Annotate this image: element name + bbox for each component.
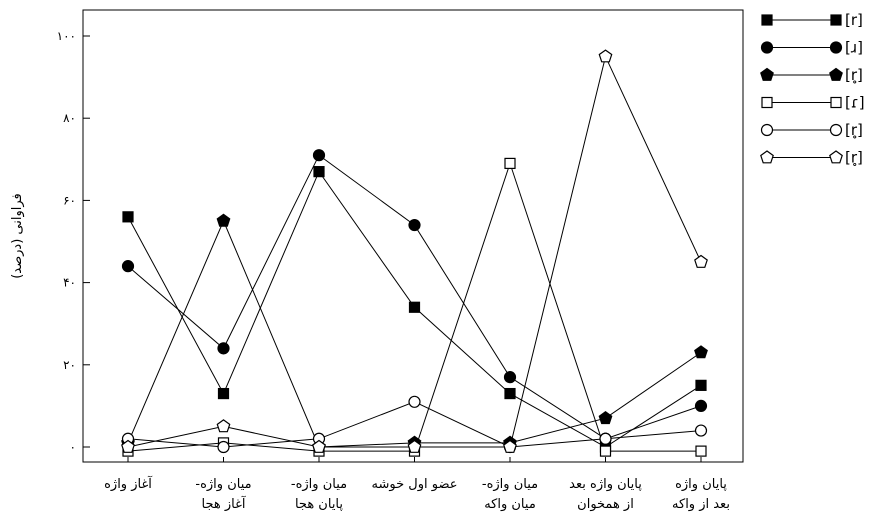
data-point — [694, 345, 708, 359]
data-point — [695, 379, 707, 391]
legend-marker — [761, 96, 773, 109]
legend-entry: [r̥] — [760, 149, 863, 167]
y-tick-label: ۲۰ — [63, 358, 76, 372]
x-category-label: آغاز هجا — [202, 495, 247, 512]
data-point — [217, 342, 230, 355]
y-tick-label: ۰ — [70, 440, 76, 454]
x-category-label: پایان هجا — [295, 497, 343, 512]
data-point — [408, 301, 421, 313]
legend-marker — [830, 14, 842, 26]
y-tick-label: ۸۰ — [63, 111, 76, 125]
legend-entry: [r̥] — [760, 121, 863, 139]
data-point — [407, 439, 422, 453]
series-6 — [121, 49, 708, 453]
x-category-label: میان واکه — [484, 497, 536, 512]
data-point — [408, 395, 421, 408]
legend-marker — [760, 67, 774, 81]
legend-entry: [ɾ] — [761, 94, 865, 112]
x-category-label: میان واژه- — [291, 477, 347, 492]
y-axis: ۰ ۲۰ ۴۰ ۶۰ ۸۰ ۱۰۰ — [57, 29, 90, 454]
data-point — [216, 419, 231, 433]
x-category-label: آغاز واژه — [104, 475, 153, 492]
data-point — [408, 218, 421, 232]
legend-label: [r̥] — [845, 66, 863, 84]
data-point — [122, 211, 134, 223]
data-point — [312, 439, 326, 453]
data-point — [504, 387, 516, 400]
x-category-label: بعد از واکه — [672, 497, 730, 512]
legend-marker — [830, 96, 842, 109]
x-category-label: میان واژه- — [482, 477, 538, 492]
x-category-label: عضو اول خوشه — [372, 477, 458, 492]
legend-marker — [829, 150, 843, 164]
data-point — [121, 439, 135, 453]
data-point — [694, 424, 708, 437]
series-layer — [121, 49, 708, 457]
legend-marker — [760, 123, 774, 137]
legend-marker — [761, 14, 773, 26]
data-point — [217, 440, 230, 454]
data-point — [694, 254, 708, 268]
legend-marker — [829, 67, 843, 81]
data-point — [695, 445, 707, 457]
data-point — [503, 439, 517, 453]
x-category-label: میان واژه- — [195, 477, 251, 492]
legend-label: [ɾ] — [845, 94, 865, 112]
legend-label: [ɹ] — [845, 39, 863, 57]
data-point — [121, 260, 135, 273]
series-3 — [121, 213, 708, 453]
data-point — [312, 149, 326, 162]
data-point — [598, 49, 613, 63]
legend-label: [r] — [845, 11, 863, 29]
data-point — [216, 213, 231, 227]
legend-entry: [ɹ] — [760, 39, 863, 57]
data-point — [599, 445, 612, 457]
x-axis: آغاز واژه میان واژه- آغاز هجا میان واژه- پای… — [104, 457, 730, 512]
legend-entry: [r] — [761, 11, 863, 29]
legend-marker — [829, 123, 843, 137]
data-point — [217, 387, 230, 400]
data-point — [503, 371, 517, 384]
data-point — [313, 166, 325, 178]
legend-marker — [760, 41, 774, 54]
plot-frame — [82, 9, 744, 463]
x-category-label: پایان واژه — [675, 477, 727, 492]
legend-entry: [r̥] — [760, 66, 863, 84]
legend-label: [r̥] — [845, 149, 863, 167]
data-point — [598, 410, 613, 425]
x-category-label: از همخوان — [577, 497, 634, 512]
legend: [r] [ɹ] [r̥] [ɾ] [r̥] [r̥] — [760, 11, 865, 167]
legend-marker — [829, 41, 843, 54]
data-point — [599, 432, 612, 445]
legend-label: [r̥] — [845, 121, 863, 139]
data-point — [504, 157, 516, 170]
data-point — [694, 399, 708, 412]
y-tick-label: ۶۰ — [63, 193, 76, 207]
y-tick-label: ۱۰۰ — [57, 29, 76, 43]
series-line — [127, 219, 702, 448]
legend-marker — [760, 150, 774, 164]
y-tick-label: ۴۰ — [63, 276, 76, 290]
y-axis-label: فراوانی (درصد) — [10, 193, 25, 279]
series-line — [127, 55, 702, 448]
x-category-label: پایان واژه بعد — [569, 477, 642, 492]
